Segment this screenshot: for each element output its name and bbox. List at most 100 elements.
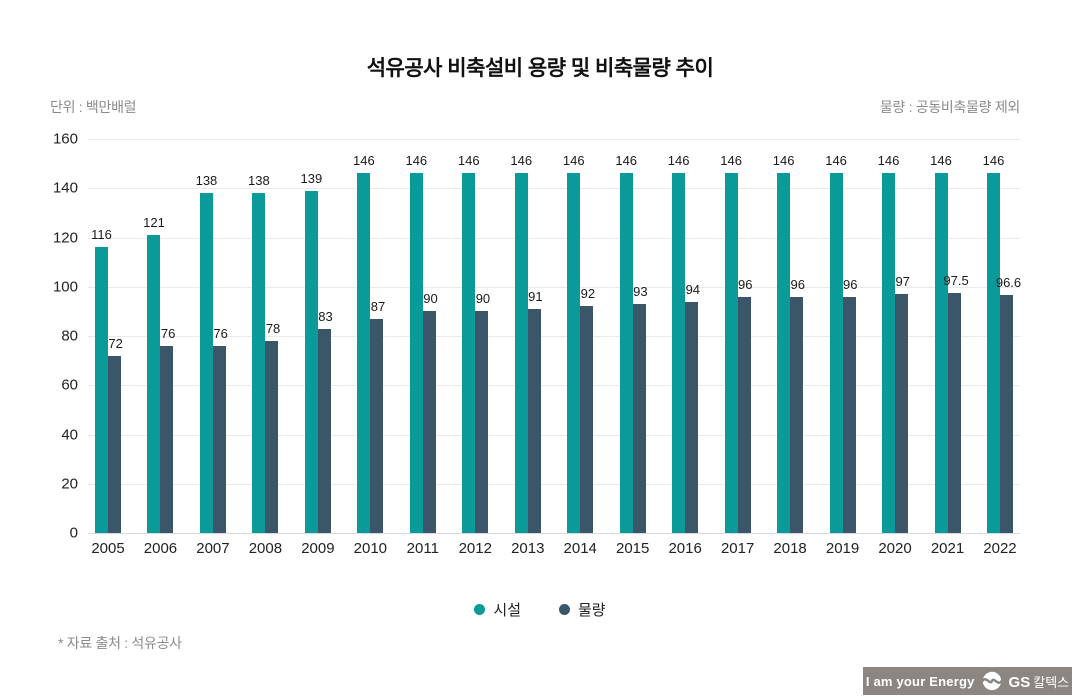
facility-value-label-2007: 138 bbox=[195, 173, 218, 189]
bar-pair-2005: 116 72 bbox=[91, 139, 123, 533]
bar-group-2008: 138 78 2008 bbox=[248, 139, 282, 557]
volume-bar-2006 bbox=[160, 345, 174, 533]
legend-item-volume: 물량 bbox=[559, 599, 606, 620]
gridline-80 bbox=[88, 336, 1020, 337]
bar-chart: 0 20 40 60 80 100 120 140 160 116 72 2005 121 76 2006… bbox=[53, 131, 1021, 558]
facility-bar-2018 bbox=[777, 173, 791, 533]
bar-group-2017: 146 96 2017 bbox=[720, 139, 754, 557]
x-axis-label-2019: 2019 bbox=[825, 540, 860, 557]
volume-barwrap-2022: 96.6 bbox=[996, 139, 1021, 533]
volume-barwrap-2014: 92 bbox=[580, 139, 595, 533]
volume-barwrap-2010: 87 bbox=[370, 139, 386, 533]
bar-pair-2014: 146 92 bbox=[563, 139, 595, 533]
volume-bar-2005 bbox=[108, 355, 121, 533]
volume-value-label-2010: 87 bbox=[370, 298, 386, 314]
volume-bar-2010 bbox=[370, 318, 384, 533]
volume-value-label-2016: 94 bbox=[685, 281, 701, 297]
volume-note-label: 물량 : 공동비축물량 제외 bbox=[879, 99, 1020, 115]
facility-barwrap-2013: 146 bbox=[510, 139, 532, 533]
volume-bar-2020 bbox=[895, 294, 909, 533]
facility-bar-2012 bbox=[462, 173, 476, 533]
bar-group-2010: 146 87 2010 bbox=[353, 139, 387, 557]
volume-legend-label: 물량 bbox=[578, 602, 606, 619]
facility-value-label-2021: 146 bbox=[930, 153, 952, 169]
facility-bar-2014 bbox=[567, 173, 581, 533]
bar-group-2005: 116 72 2005 bbox=[91, 139, 125, 557]
x-axis-label-2011: 2011 bbox=[406, 540, 439, 557]
facility-barwrap-2010: 146 bbox=[353, 139, 375, 533]
bar-pair-2015: 146 93 bbox=[615, 139, 648, 533]
legend-item-facility: 시설 bbox=[474, 599, 521, 620]
volume-barwrap-2011: 90 bbox=[422, 139, 438, 533]
x-axis-label-2009: 2009 bbox=[301, 540, 335, 557]
y-tick-label-100: 100 bbox=[52, 278, 78, 296]
bar-group-2016: 146 94 2016 bbox=[668, 139, 702, 557]
volume-value-label-2020: 97 bbox=[895, 274, 910, 290]
y-tick-label-120: 120 bbox=[52, 229, 78, 246]
unit-label: 단위 : 백만배럴 bbox=[50, 99, 137, 115]
facility-bar-2019 bbox=[829, 173, 843, 533]
volume-value-label-2007: 76 bbox=[213, 325, 228, 341]
volume-value-label-2006: 76 bbox=[160, 325, 176, 341]
bar-pair-2012: 146 90 bbox=[458, 139, 490, 533]
volume-bar-2015 bbox=[632, 304, 646, 533]
source-note: * 자료 출처 : 석유공사 bbox=[58, 635, 182, 651]
volume-bar-2009 bbox=[317, 328, 331, 533]
volume-barwrap-2009: 83 bbox=[317, 139, 333, 533]
bar-group-2014: 146 92 2014 bbox=[563, 139, 597, 557]
bar-pair-2011: 146 90 bbox=[405, 139, 438, 533]
volume-barwrap-2017: 96 bbox=[737, 139, 753, 533]
bar-group-2009: 139 83 2009 bbox=[301, 139, 335, 557]
facility-value-label-2009: 139 bbox=[300, 170, 323, 186]
volume-bar-2012 bbox=[475, 311, 489, 533]
facility-bar-2006 bbox=[147, 235, 161, 533]
x-axis-label-2021: 2021 bbox=[930, 540, 965, 557]
facility-bar-2022 bbox=[986, 173, 1000, 533]
gridline-140 bbox=[88, 188, 1020, 190]
facility-bar-2008 bbox=[252, 193, 266, 533]
x-axis-label-2022: 2022 bbox=[983, 540, 1017, 557]
volume-value-label-2022: 96.6 bbox=[995, 275, 1022, 291]
bars-layer: 116 72 2005 121 76 2006 138 76 2007 138 78 2008 139 8… bbox=[88, 139, 1021, 557]
volume-bar-2021 bbox=[947, 292, 961, 533]
facility-bar-2009 bbox=[304, 190, 318, 533]
brand-name-caltex: 칼텍스 bbox=[1033, 674, 1070, 690]
x-axis-label-2015: 2015 bbox=[616, 540, 650, 557]
volume-bar-2016 bbox=[685, 301, 699, 533]
x-axis-label-2006: 2006 bbox=[143, 540, 178, 557]
facility-value-label-2015: 146 bbox=[615, 153, 638, 169]
y-tick-label-20: 20 bbox=[61, 475, 78, 493]
facility-value-label-2006: 121 bbox=[143, 215, 165, 231]
brand-slogan: I am your Energy bbox=[865, 673, 975, 689]
facility-value-label-2011: 146 bbox=[405, 153, 428, 169]
volume-value-label-2018: 96 bbox=[790, 276, 805, 292]
facility-value-label-2022: 146 bbox=[982, 153, 1005, 169]
facility-value-label-2013: 146 bbox=[510, 153, 533, 169]
x-axis-label-2016: 2016 bbox=[668, 540, 702, 557]
volume-bar-2011 bbox=[422, 311, 436, 533]
facility-value-label-2018: 146 bbox=[772, 153, 795, 169]
gridline-0 bbox=[88, 533, 1020, 534]
bar-group-2012: 146 90 2012 bbox=[458, 139, 492, 557]
volume-value-label-2008: 78 bbox=[265, 320, 281, 336]
volume-barwrap-2008: 78 bbox=[265, 139, 281, 533]
volume-bar-2022 bbox=[999, 295, 1013, 533]
bar-pair-2010: 146 87 bbox=[353, 139, 386, 533]
bar-pair-2013: 146 91 bbox=[510, 139, 543, 533]
facility-barwrap-2017: 146 bbox=[720, 139, 742, 533]
chart-subheader: 단위 : 백만배럴 물량 : 공동비축물량 제외 bbox=[0, 97, 1080, 117]
bar-group-2020: 146 97 2020 bbox=[878, 139, 912, 557]
volume-value-label-2011: 90 bbox=[423, 291, 438, 307]
volume-value-label-2009: 83 bbox=[318, 308, 333, 324]
volume-barwrap-2006: 76 bbox=[160, 139, 176, 533]
page-title: 석유공사 비축설비 용량 및 비축물량 추이 bbox=[366, 57, 714, 80]
facility-legend-label: 시설 bbox=[493, 602, 521, 619]
facility-value-label-2020: 146 bbox=[877, 153, 900, 169]
x-axis-label-2020: 2020 bbox=[878, 540, 912, 557]
facility-bar-2007 bbox=[199, 193, 213, 533]
gridline-160 bbox=[88, 139, 1020, 140]
bar-group-2007: 138 76 2007 bbox=[196, 139, 230, 557]
y-tick-label-80: 80 bbox=[61, 327, 78, 345]
volume-bar-2013 bbox=[527, 308, 541, 533]
